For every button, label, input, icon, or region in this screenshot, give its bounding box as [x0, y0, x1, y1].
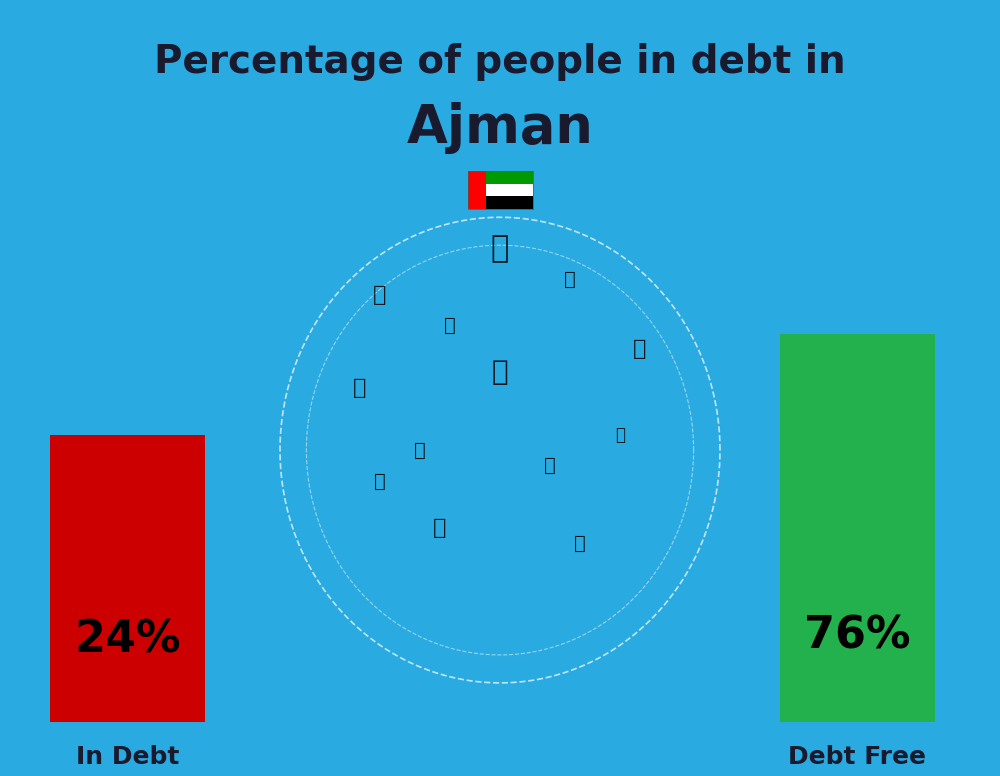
- Text: 💼: 💼: [374, 472, 386, 490]
- Text: Ajman: Ajman: [407, 102, 593, 154]
- Text: 📦: 📦: [353, 378, 367, 398]
- Text: 💰: 💰: [414, 441, 426, 459]
- Text: In Debt: In Debt: [76, 745, 179, 768]
- Text: 💵: 💵: [564, 270, 576, 289]
- Text: Percentage of people in debt in: Percentage of people in debt in: [154, 43, 846, 81]
- Text: Debt Free: Debt Free: [788, 745, 926, 768]
- FancyBboxPatch shape: [486, 196, 532, 209]
- FancyBboxPatch shape: [486, 171, 532, 184]
- Text: 📱: 📱: [444, 317, 456, 335]
- Text: 🚗: 🚗: [433, 518, 447, 538]
- Text: 24%: 24%: [74, 618, 181, 661]
- Text: 🏦: 🏦: [492, 359, 508, 386]
- FancyBboxPatch shape: [50, 435, 205, 722]
- Text: 📋: 📋: [544, 456, 556, 475]
- Text: 🎓: 🎓: [633, 339, 647, 359]
- Text: 🔒: 🔒: [615, 425, 625, 444]
- Text: 🏠: 🏠: [491, 234, 509, 263]
- Text: 💵: 💵: [574, 534, 586, 553]
- Text: 76%: 76%: [804, 615, 911, 658]
- Text: 🦅: 🦅: [373, 285, 387, 305]
- FancyBboxPatch shape: [486, 184, 532, 196]
- FancyBboxPatch shape: [780, 334, 935, 722]
- FancyBboxPatch shape: [468, 171, 486, 209]
